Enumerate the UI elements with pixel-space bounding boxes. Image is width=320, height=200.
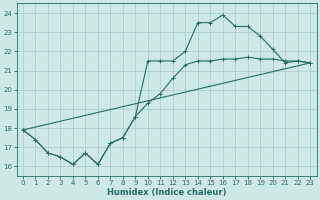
X-axis label: Humidex (Indice chaleur): Humidex (Indice chaleur) [107,188,226,197]
